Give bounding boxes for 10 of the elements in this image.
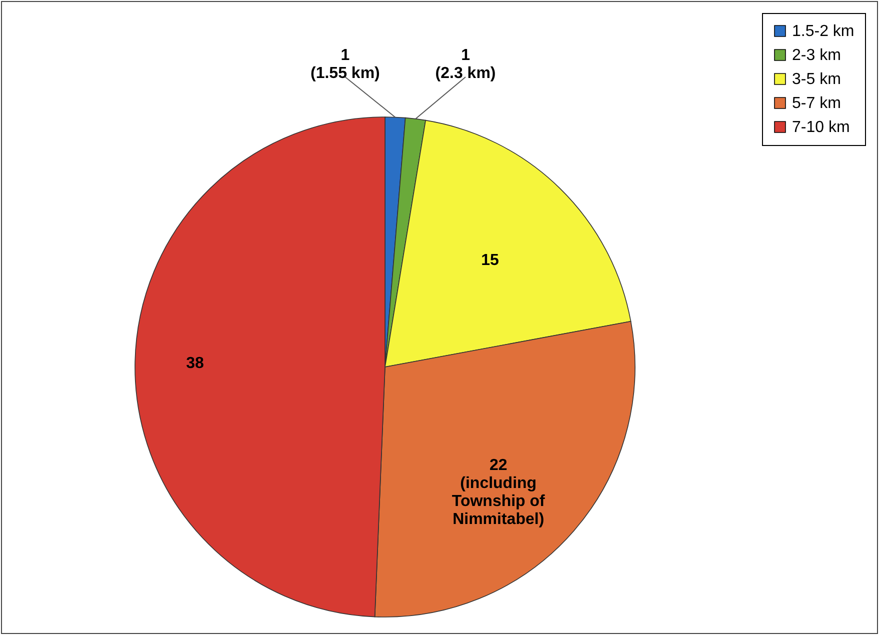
legend-label: 1.5-2 km [792, 23, 854, 40]
data-label: 1 (1.55 km) [310, 47, 380, 82]
data-label: 22 (including Township of Nimmitabel) [452, 457, 546, 528]
legend-label: 2-3 km [792, 47, 841, 64]
data-label: 15 [481, 252, 499, 269]
legend-label: 7-10 km [792, 119, 850, 136]
data-label: 1 (2.3 km) [435, 47, 496, 82]
legend-label: 5-7 km [792, 95, 841, 112]
data-label: 38 [186, 355, 204, 372]
legend-label: 3-5 km [792, 71, 841, 88]
